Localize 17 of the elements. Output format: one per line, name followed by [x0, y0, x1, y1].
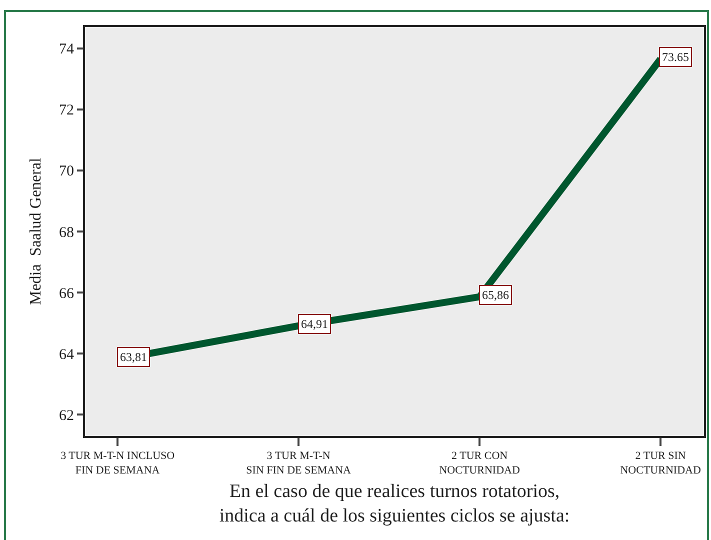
y-tick-label: 66	[59, 286, 74, 302]
y-tick-label: 70	[59, 164, 74, 180]
y-tick-label: 64	[59, 346, 74, 363]
x-tick-label: 3 TUR M-T-N INCLUSO FIN DE SEMANA	[60, 450, 175, 476]
data-label: 64,91	[301, 317, 328, 331]
data-label: 73.65	[662, 50, 689, 64]
y-axis-title: Media Saalud General	[27, 157, 44, 306]
x-tick-label: 3 TUR M-T-N SIN FIN DE SEMANA	[246, 450, 352, 476]
y-tick-label: 68	[59, 224, 74, 241]
x-tick-label: 2 TUR CON NOCTURNIDAD	[439, 450, 520, 476]
y-tick-label: 72	[59, 102, 74, 119]
data-label: 65,86	[482, 288, 509, 302]
y-tick-label: 74	[59, 42, 74, 58]
x-tick-label: 2 TUR SIN NOCTURNIDAD	[620, 450, 701, 476]
y-tick-label: 62	[59, 408, 74, 424]
x-axis-title: En el caso de que realices turnos rotatorios, indica a cuál de los siguientes ciclos se ajusta:	[219, 480, 570, 526]
data-label: 63,81	[120, 350, 147, 364]
